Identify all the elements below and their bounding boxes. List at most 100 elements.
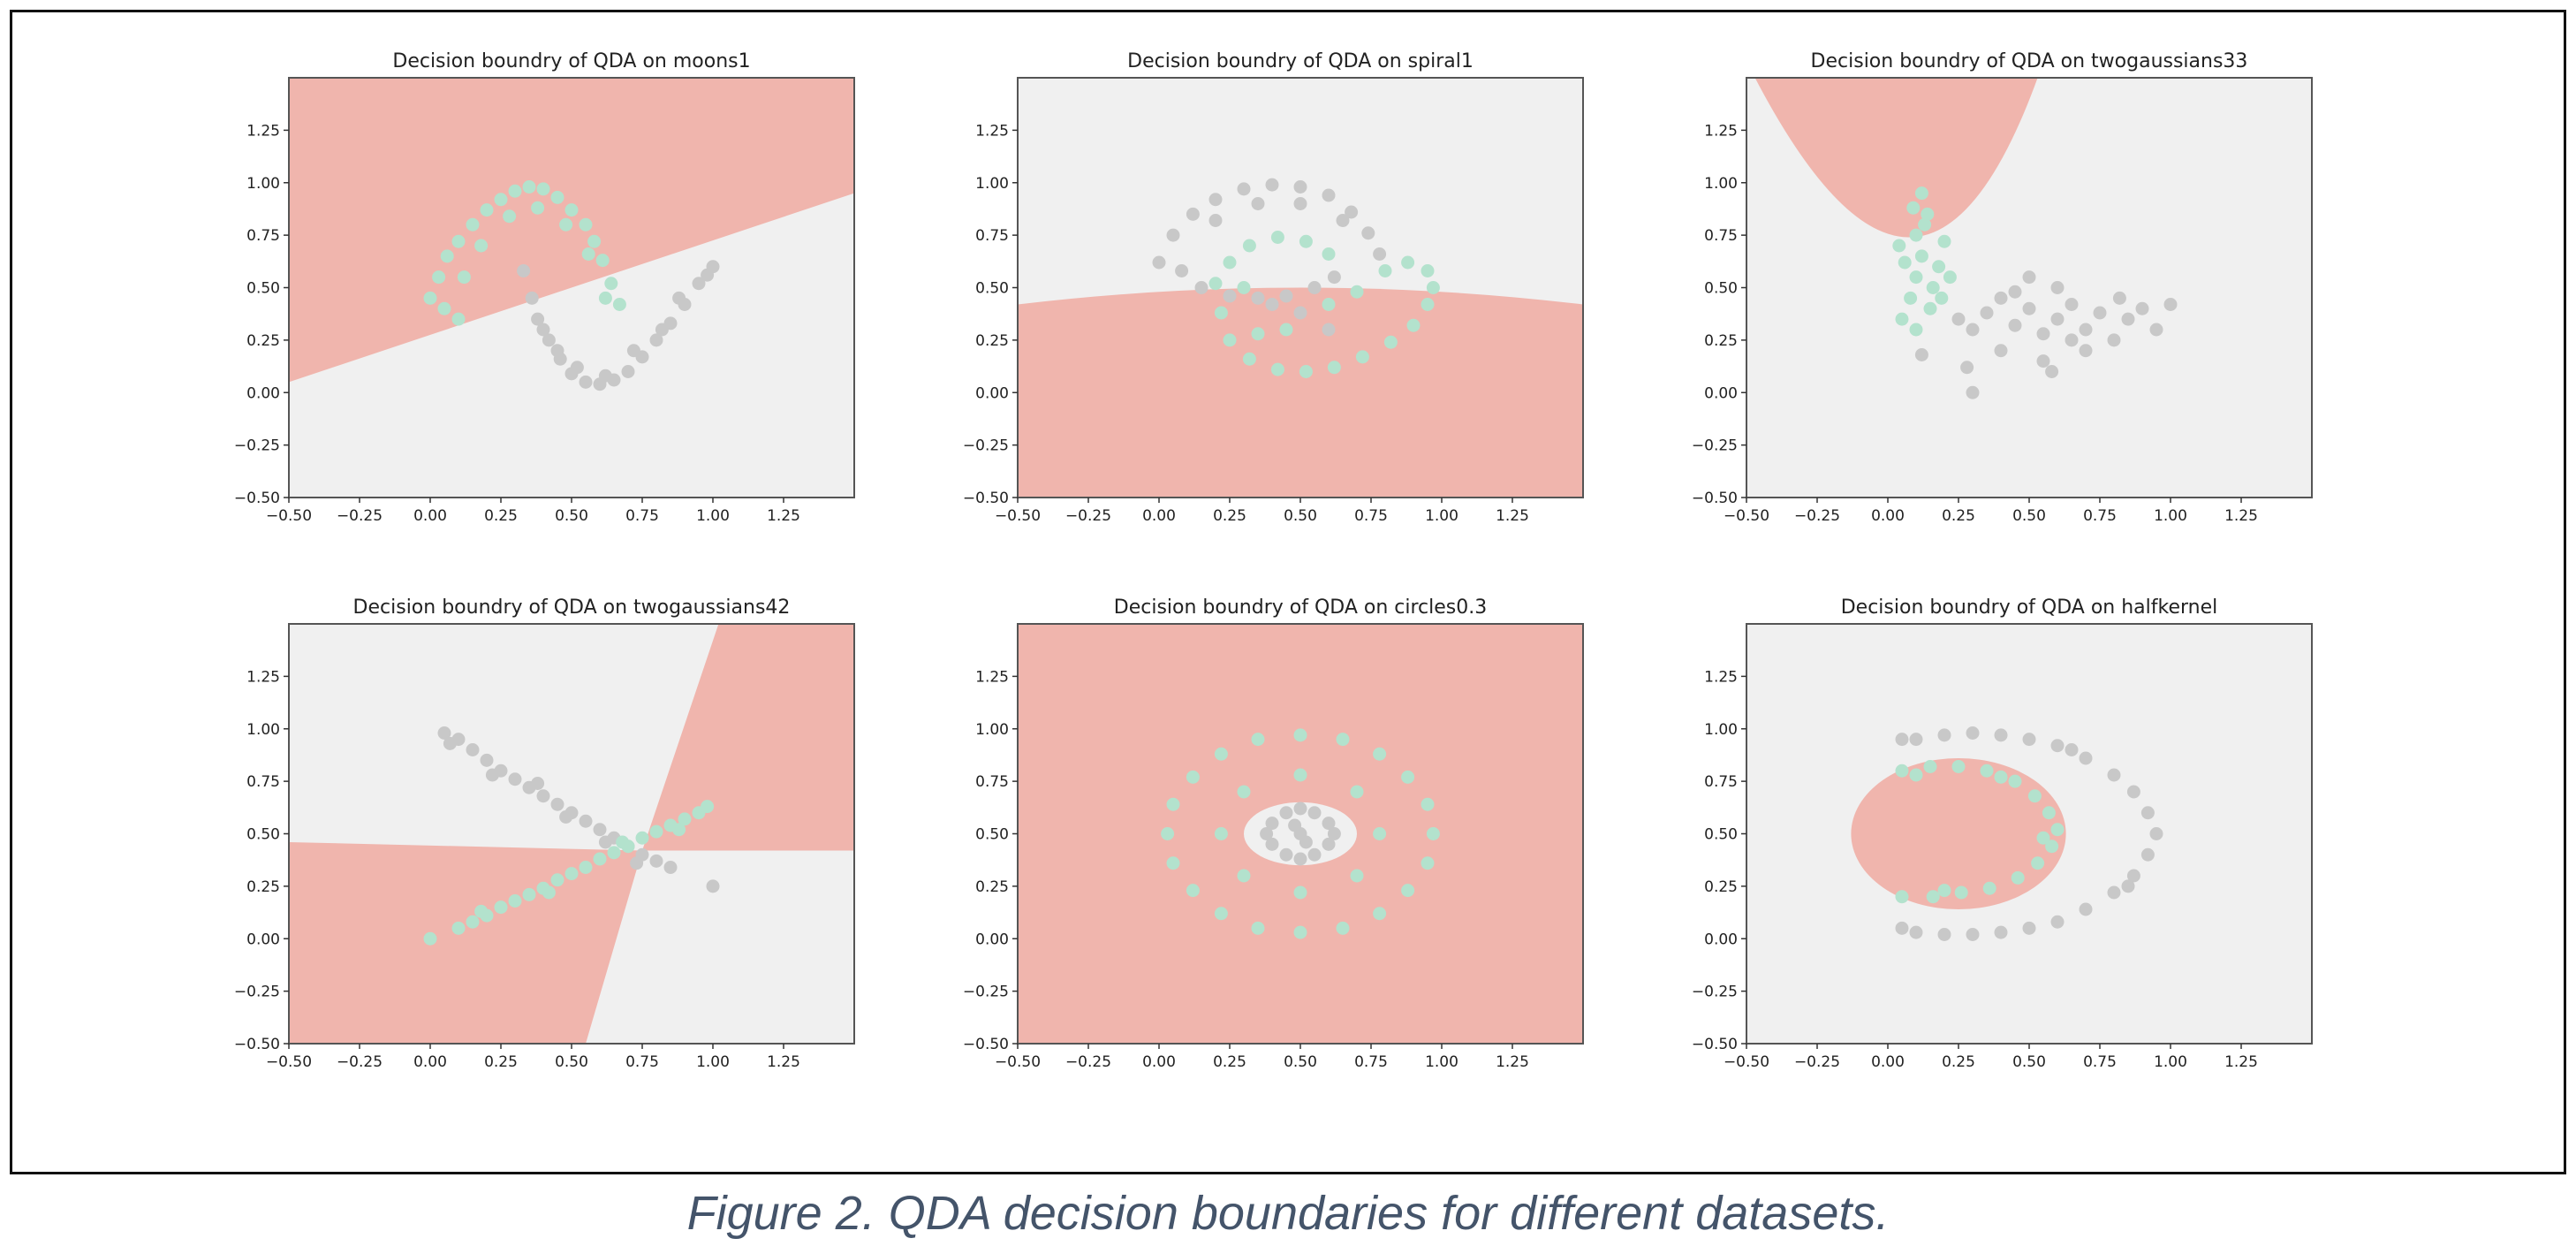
y-tick-label: 0.00: [975, 931, 1009, 948]
x-tick-label: −0.50: [1724, 1053, 1769, 1071]
data-point-green: [1299, 365, 1313, 378]
x-tick-label: 0.75: [2083, 507, 2117, 525]
data-point-gray: [2149, 827, 2163, 840]
x-tick-label: 1.25: [2224, 1053, 2258, 1071]
data-point-gray: [621, 365, 635, 378]
data-point-gray: [2065, 333, 2079, 347]
data-point-green: [1892, 239, 1906, 253]
data-point-green: [1895, 764, 1909, 778]
data-point-gray: [1293, 852, 1307, 866]
data-point-gray: [1223, 289, 1237, 303]
data-point-gray: [2126, 869, 2140, 883]
data-point-gray: [1895, 733, 1909, 747]
data-point-green: [1293, 925, 1307, 939]
data-point-gray: [2079, 902, 2093, 916]
data-point-green: [550, 190, 564, 204]
class-region-red: [642, 624, 854, 851]
x-tick-label: −0.25: [1065, 1053, 1111, 1071]
data-point-green: [1932, 260, 1946, 274]
data-point-gray: [517, 264, 531, 277]
y-tick-label: 0.25: [1704, 878, 1738, 896]
data-point-green: [1251, 327, 1265, 341]
data-point-green: [559, 217, 573, 232]
data-point-green: [595, 254, 610, 268]
data-point-gray: [1293, 802, 1307, 816]
data-point-green: [1293, 768, 1307, 782]
x-tick-label: 0.50: [2012, 1053, 2046, 1071]
data-point-gray: [579, 814, 593, 828]
data-point-gray: [531, 777, 545, 790]
data-point-green: [508, 184, 522, 198]
data-point-green: [2036, 831, 2050, 845]
data-point-gray: [1152, 255, 1166, 270]
data-point-green: [1242, 352, 1256, 366]
y-tick-label: −0.25: [963, 437, 1009, 455]
x-tick-label: 1.25: [1496, 1053, 1529, 1071]
data-point-gray: [672, 291, 686, 305]
data-point-green: [522, 887, 536, 901]
data-point-green: [2050, 823, 2065, 837]
y-tick-label: 0.75: [1704, 227, 1738, 245]
data-point-green: [1923, 760, 1937, 773]
data-point-gray: [1966, 385, 1980, 399]
data-point-green: [678, 812, 692, 826]
x-tick-label: 0.75: [625, 1053, 659, 1071]
x-tick-label: 0.50: [555, 1053, 588, 1071]
data-point-gray: [1951, 312, 1966, 326]
x-tick-label: 0.50: [555, 507, 588, 525]
y-tick-label: 0.50: [975, 826, 1009, 844]
data-point-gray: [626, 344, 640, 358]
data-point-gray: [1265, 817, 1279, 831]
y-tick-label: 0.50: [1704, 826, 1738, 844]
x-tick-label: −0.25: [337, 507, 383, 525]
y-tick-label: 1.00: [1704, 721, 1738, 739]
x-tick-label: 1.00: [696, 1053, 730, 1071]
data-point-gray: [1175, 264, 1189, 277]
data-point-gray: [2036, 327, 2050, 341]
class-region-red: [1851, 758, 2066, 909]
y-tick-label: −0.50: [1692, 1036, 1738, 1053]
data-point-gray: [649, 333, 663, 347]
data-point-gray: [550, 797, 564, 811]
data-point-green: [1355, 350, 1369, 364]
data-point-gray: [2121, 312, 2135, 326]
data-point-green: [1373, 747, 1387, 761]
data-point-green: [1401, 884, 1415, 898]
x-tick-label: 0.25: [1942, 507, 1975, 525]
x-tick-label: −0.50: [266, 1053, 312, 1071]
data-point-gray: [2140, 847, 2155, 862]
data-point-gray: [2079, 751, 2093, 765]
data-point-gray: [1322, 817, 1336, 831]
data-point-green: [1904, 291, 1918, 305]
data-point-gray: [542, 333, 556, 347]
x-tick-label: 0.00: [1142, 507, 1176, 525]
x-tick-label: −0.25: [337, 1053, 383, 1071]
data-point-gray: [1994, 291, 2008, 305]
x-tick-label: 1.00: [1425, 1053, 1458, 1071]
subplot-title: Decision boundry of QDA on twogaussians4…: [353, 596, 791, 619]
x-tick-label: 0.00: [1871, 1053, 1905, 1071]
y-tick-label: −0.25: [234, 437, 280, 455]
y-tick-label: 1.25: [1704, 668, 1738, 686]
data-point-green: [1270, 362, 1284, 376]
data-point-gray: [598, 368, 612, 383]
data-point-green: [1299, 234, 1313, 248]
x-tick-label: 0.00: [413, 507, 447, 525]
y-tick-label: 0.00: [1704, 931, 1738, 948]
data-point-gray: [2107, 768, 2121, 782]
data-point-gray: [1265, 837, 1279, 851]
class-region-red: [1754, 78, 2038, 238]
subplot-title: Decision boundry of QDA on spiral1: [1127, 50, 1474, 72]
x-tick-label: 0.00: [413, 1053, 447, 1071]
data-point-gray: [1307, 806, 1322, 820]
data-point-gray: [2050, 915, 2065, 929]
data-point-gray: [1260, 827, 1274, 840]
subplot-1: −0.50 −0.25 0.00 0.25 0.50 0.75 1.00 1.25 −0.50 −…: [234, 50, 855, 525]
data-point-gray: [1960, 361, 1974, 375]
data-point-green: [531, 201, 545, 215]
data-point-gray: [2022, 921, 2036, 935]
subplot-title: Decision boundry of QDA on twogaussians3…: [1811, 50, 2248, 72]
x-tick-label: 1.00: [2154, 507, 2187, 525]
y-tick-label: 0.25: [975, 878, 1009, 896]
data-point-green: [616, 835, 630, 849]
